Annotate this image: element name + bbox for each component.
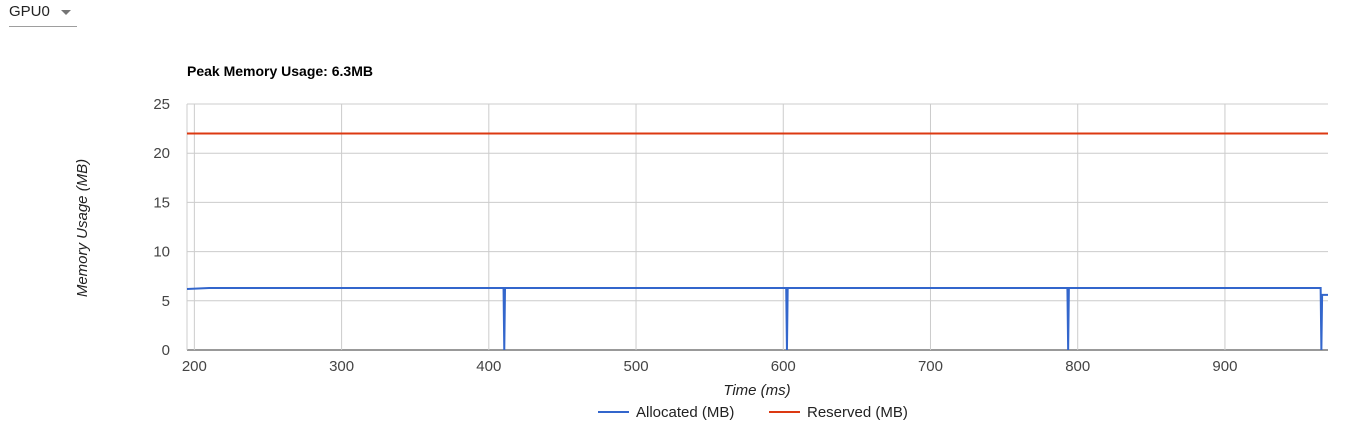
y-tick-label: 5 — [162, 293, 170, 310]
x-tick-label: 700 — [918, 358, 943, 375]
chevron-down-icon — [61, 10, 71, 15]
chart-legend: Allocated (MB) Reserved (MB) — [598, 404, 908, 421]
series-line-allocated — [186, 287, 1328, 351]
x-tick-label: 900 — [1212, 358, 1237, 375]
legend-label: Reserved (MB) — [807, 404, 908, 421]
y-tick-label: 15 — [153, 194, 170, 211]
x-tick-label: 800 — [1065, 358, 1090, 375]
x-tick-label: 600 — [771, 358, 796, 375]
chart-ticks: 0 5 10 15 20 25 200 300 400 500 600 700 800 900 — [153, 96, 1237, 375]
legend-label: Allocated (MB) — [636, 404, 734, 421]
x-tick-label: 400 — [476, 358, 501, 375]
y-axis-label: Memory Usage (MB) — [74, 159, 91, 297]
y-tick-label: 10 — [153, 244, 170, 261]
chart-title: Peak Memory Usage: 6.3MB — [187, 63, 373, 79]
x-tick-label: 300 — [329, 358, 354, 375]
x-tick-label: 500 — [624, 358, 649, 375]
device-select[interactable]: GPU0 — [9, 0, 77, 27]
chart-series — [186, 132, 1328, 351]
y-tick-label: 20 — [153, 145, 170, 162]
y-tick-label: 25 — [153, 96, 170, 113]
x-axis-label: Time (ms) — [723, 382, 790, 399]
x-tick-label: 200 — [182, 358, 207, 375]
y-tick-label: 0 — [162, 342, 170, 359]
chart-grid — [186, 103, 1328, 351]
device-select-value: GPU0 — [9, 3, 50, 20]
